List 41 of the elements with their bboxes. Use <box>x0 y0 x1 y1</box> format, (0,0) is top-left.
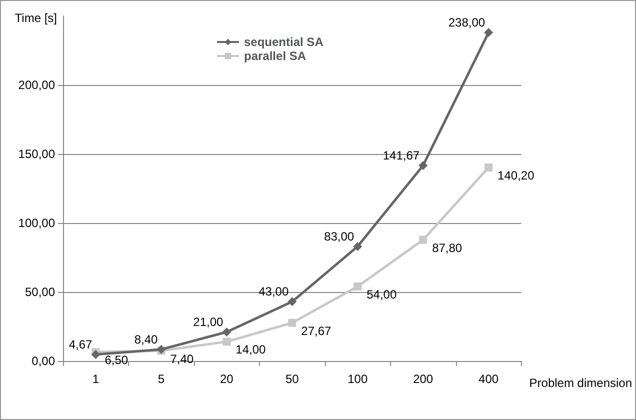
x-tick-label: 200 <box>413 372 434 386</box>
point <box>354 282 362 290</box>
data-label: 6,50 <box>104 353 128 368</box>
legend-label: parallel SA <box>244 49 306 63</box>
y-tick-label: 100,00 <box>18 216 56 230</box>
y-axis-title: Time [s] <box>14 11 57 25</box>
data-label: 141,67 <box>382 148 420 162</box>
data-label: 43,00 <box>258 284 289 299</box>
point <box>288 318 296 327</box>
point <box>418 160 428 170</box>
data-label: 27,67 <box>301 324 332 338</box>
data-label: 83,00 <box>324 229 354 244</box>
y-tick-label: 0,00 <box>32 354 56 368</box>
data-label: 8,40 <box>134 332 158 346</box>
point <box>484 164 493 172</box>
y-tick-label: 150,00 <box>18 147 56 161</box>
x-tick-label: 5 <box>158 372 165 386</box>
x-tick-label: 100 <box>348 372 368 386</box>
x-tick-label: 20 <box>220 372 234 386</box>
point <box>222 328 232 337</box>
data-label: 87,80 <box>432 240 462 255</box>
point <box>222 338 231 346</box>
data-label: 54,00 <box>366 287 397 302</box>
point <box>91 350 100 360</box>
data-label: 238,00 <box>448 16 486 30</box>
x-tick-label: 50 <box>285 372 300 386</box>
x-tick-label: 400 <box>478 372 499 386</box>
data-label: 14,00 <box>236 342 266 357</box>
point <box>288 297 297 306</box>
data-label: 7,40 <box>170 352 194 366</box>
data-label: 21,00 <box>193 315 224 330</box>
point <box>353 242 362 251</box>
legend-label: sequential SA <box>244 35 324 49</box>
point <box>484 28 494 38</box>
x-axis-title: Problem dimension <box>529 376 632 390</box>
y-tick-label: 200,00 <box>18 78 56 92</box>
y-tick-label: 50,00 <box>24 285 56 299</box>
data-label: 140,20 <box>498 168 535 183</box>
point <box>419 236 428 244</box>
data-label: 4,67 <box>68 338 93 352</box>
x-tick-label: 1 <box>92 372 100 386</box>
